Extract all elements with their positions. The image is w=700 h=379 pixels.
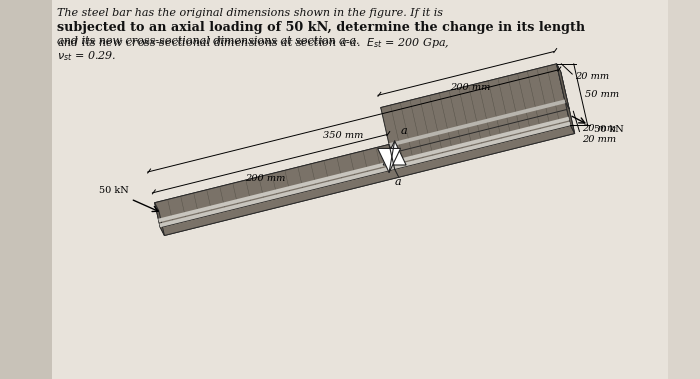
Polygon shape <box>158 117 569 222</box>
Polygon shape <box>389 101 569 153</box>
Text: subjected to an axial loading of 50 kN, determine the change in its length: subjected to an axial loading of 50 kN, … <box>57 21 585 34</box>
Polygon shape <box>385 72 569 153</box>
Polygon shape <box>383 141 406 165</box>
Text: and its new cross-sectional dimensions at section a-a.: and its new cross-sectional dimensions a… <box>57 36 367 46</box>
Polygon shape <box>565 101 575 133</box>
Polygon shape <box>155 203 164 235</box>
Polygon shape <box>389 101 570 169</box>
Polygon shape <box>556 64 569 109</box>
Text: 20 mm: 20 mm <box>575 72 609 81</box>
Text: and its new cross-sectional dimensions at section a-a.  $E_{st}$ = 200 Gpa,: and its new cross-sectional dimensions a… <box>57 36 450 50</box>
Text: $\nu_{st}$ = 0.29.: $\nu_{st}$ = 0.29. <box>57 49 116 63</box>
Polygon shape <box>389 101 569 153</box>
Polygon shape <box>160 122 570 227</box>
Text: a: a <box>400 126 407 136</box>
Bar <box>0 0 52 379</box>
Text: 350 mm: 350 mm <box>323 131 363 140</box>
Text: 20 mm: 20 mm <box>582 135 617 144</box>
Polygon shape <box>155 144 393 211</box>
Polygon shape <box>381 64 561 116</box>
Polygon shape <box>160 169 399 235</box>
Text: The steel bar has the original dimensions shown in the figure. If it is: The steel bar has the original dimension… <box>57 8 443 18</box>
Text: 50 mm: 50 mm <box>584 90 619 99</box>
Text: 50 kN: 50 kN <box>594 124 624 133</box>
Polygon shape <box>393 109 575 177</box>
Polygon shape <box>389 99 566 147</box>
Text: 200 mm: 200 mm <box>451 83 491 92</box>
Polygon shape <box>155 144 395 227</box>
Polygon shape <box>377 149 400 172</box>
Text: 20 mm: 20 mm <box>582 124 617 133</box>
Polygon shape <box>395 125 575 177</box>
Text: 200 mm: 200 mm <box>245 174 285 183</box>
Polygon shape <box>556 64 569 109</box>
Polygon shape <box>381 64 565 144</box>
Text: 50 kN: 50 kN <box>99 186 129 195</box>
Polygon shape <box>159 153 399 235</box>
Text: a: a <box>395 177 401 188</box>
